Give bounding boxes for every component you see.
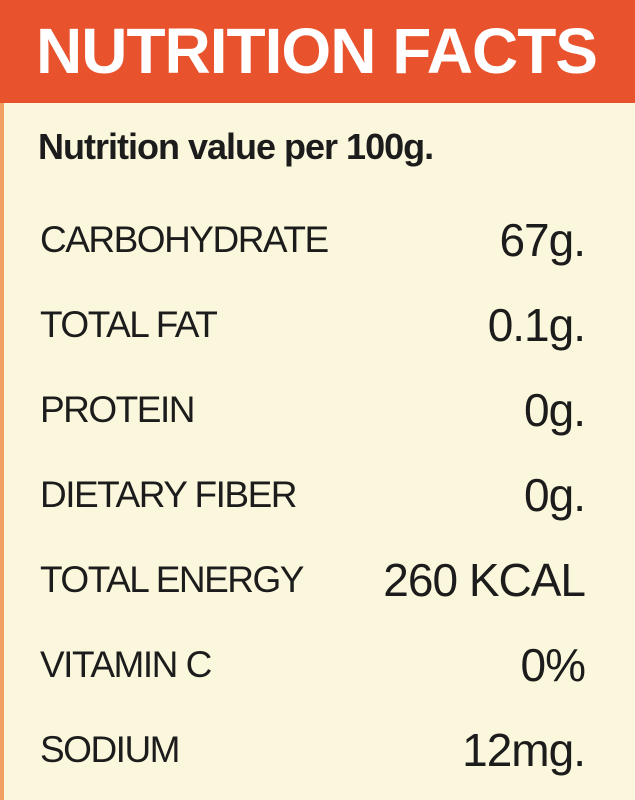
header-band: NUTRITION FACTS [0,0,635,103]
title: NUTRITION FACTS [36,15,598,87]
subtitle: Nutrition value per 100g. [38,126,434,167]
nutrient-name: TOTAL ENERGY [40,559,305,600]
nutrient-value: 260 KCAL [383,554,586,606]
nutrient-value: 0.1g. [487,299,586,351]
nutrient-name: SODIUM [40,729,181,770]
nutrient-name: PROTEIN [40,389,195,430]
nutrient-value: 0% [520,639,586,691]
nutrient-value: 67g. [499,214,586,266]
nutrient-name: CARBOHYDRATE [40,219,329,260]
nutrient-value: 0g. [524,469,586,521]
nutrient-name: VITAMIN C [40,644,212,685]
nutrient-name: DIETARY FIBER [40,474,298,515]
nutrient-name: TOTAL FAT [40,304,218,345]
nutrient-value: 0g. [524,384,586,436]
edge-strip [0,103,4,800]
nutrient-value: 12mg. [462,724,586,776]
